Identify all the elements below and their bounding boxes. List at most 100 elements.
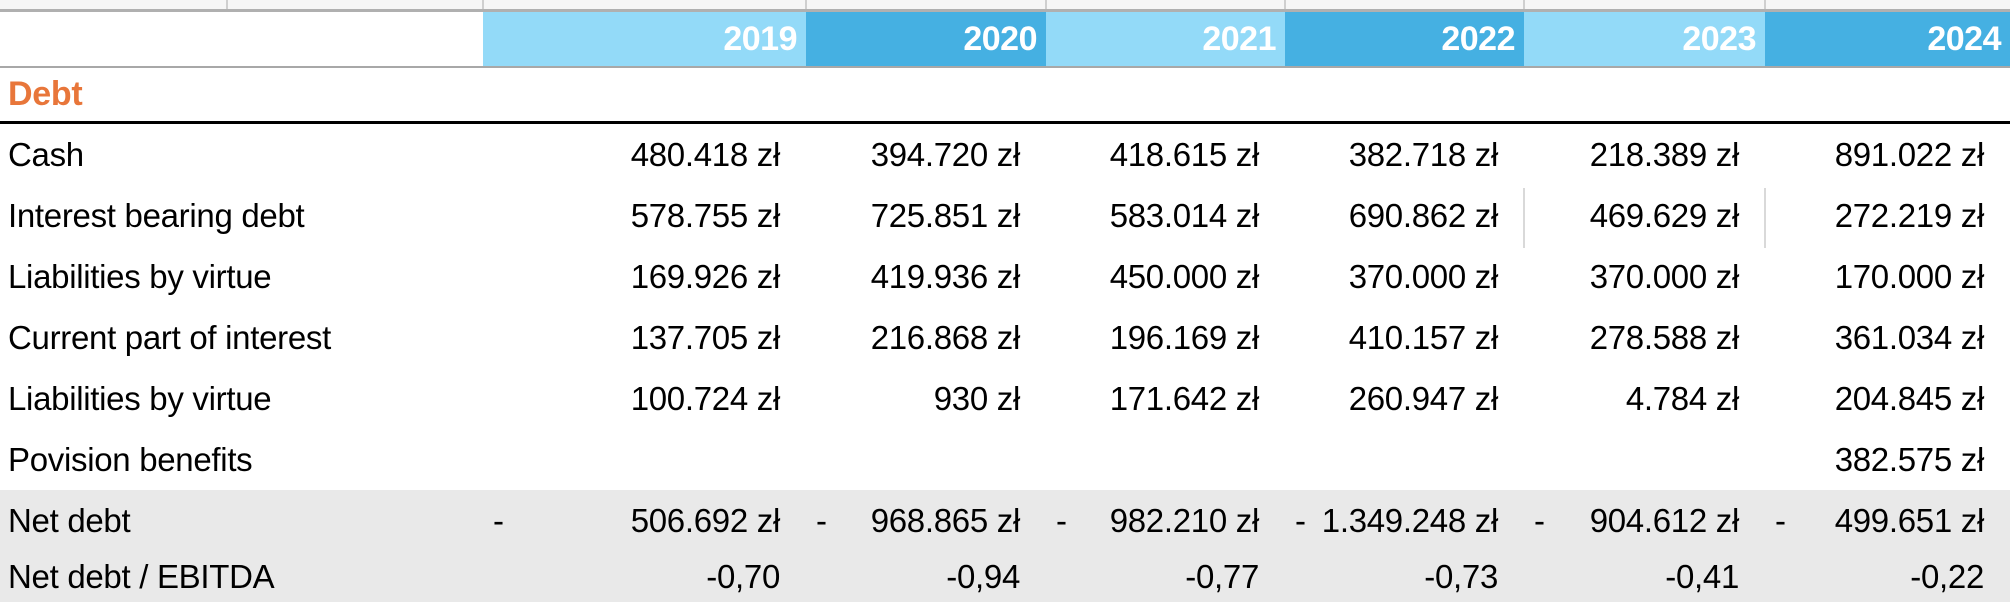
gridline-stub	[1764, 0, 1766, 9]
cell-value[interactable]: -0,73	[1424, 557, 1498, 595]
cell-value[interactable]	[1285, 429, 1524, 490]
cell-value[interactable]: 169.926 zł	[630, 257, 781, 295]
row-label[interactable]: Current part of interest	[8, 318, 331, 356]
cell-value[interactable]: 170.000 zł	[1834, 257, 1985, 295]
table-row-interest-bearing-debt: Interest bearing debt 578.755 zł 725.851…	[0, 185, 2010, 246]
gridline-stub	[1523, 188, 1525, 248]
cell-value[interactable]: - 968.865 zł	[806, 490, 1046, 551]
table-row-liabilities-by-virtue-2: Liabilities by virtue 100.724 zł 930 zł …	[0, 368, 2010, 429]
cell-value[interactable]: - 904.612 zł	[1524, 490, 1765, 551]
cell-value[interactable]: -0,41	[1665, 557, 1739, 595]
row-above-sliver	[0, 0, 2010, 12]
cell-value[interactable]: -0,94	[946, 557, 1020, 595]
cell-value[interactable]: - 506.692 zł	[483, 490, 806, 551]
empty-cell[interactable]	[1046, 68, 1285, 121]
table-row-povision-benefits: Povision benefits 382.575 zł	[0, 429, 2010, 490]
cell-value[interactable]: 419.936 zł	[870, 257, 1021, 295]
table-row-liabilities-by-virtue-1: Liabilities by virtue 169.926 zł 419.936…	[0, 246, 2010, 307]
empty-cell[interactable]	[1765, 68, 2010, 121]
header-year-2024[interactable]: 2024	[1765, 12, 2010, 66]
cell-value[interactable]: 469.629 zł	[1589, 196, 1740, 234]
minus-sign: -	[816, 501, 827, 539]
cell-value[interactable]: 382.718 zł	[1348, 135, 1499, 173]
cell-value[interactable]	[1046, 429, 1285, 490]
empty-cell[interactable]	[483, 68, 806, 121]
cell-value[interactable]: 450.000 zł	[1109, 257, 1260, 295]
row-label[interactable]: Interest bearing debt	[8, 196, 305, 234]
cell-value[interactable]: 171.642 zł	[1109, 379, 1260, 417]
cell-amount: 982.210 zł	[1109, 501, 1260, 539]
cell-value[interactable]: 218.389 zł	[1589, 135, 1740, 173]
cell-amount: 968.865 zł	[870, 501, 1021, 539]
table-row-net-debt-ebitda: Net debt / EBITDA -0,70 -0,94 -0,77 -0,7…	[0, 551, 2010, 602]
year-header-row: 2019 2020 2021 2022 2023 2024	[0, 12, 2010, 68]
cell-value[interactable]: 394.720 zł	[870, 135, 1021, 173]
header-year-2021[interactable]: 2021	[1046, 12, 1285, 66]
minus-sign: -	[493, 501, 504, 539]
section-title-row: Debt	[0, 68, 2010, 124]
cell-value[interactable]: 370.000 zł	[1589, 257, 1740, 295]
cell-value[interactable]: -0,70	[706, 557, 780, 595]
cell-value[interactable]: 100.724 zł	[630, 379, 781, 417]
header-year-2020[interactable]: 2020	[806, 12, 1046, 66]
header-year-2022[interactable]: 2022	[1285, 12, 1524, 66]
cell-value[interactable]: 4.784 zł	[1625, 379, 1739, 417]
empty-cell[interactable]	[1524, 68, 1765, 121]
cell-value[interactable]: -0,22	[1910, 557, 1984, 595]
cell-value[interactable]: 260.947 zł	[1348, 379, 1499, 417]
gridline-stub	[1764, 188, 1766, 248]
cell-value[interactable]: 410.157 zł	[1348, 318, 1499, 356]
row-label[interactable]: Net debt	[8, 501, 131, 539]
cell-value[interactable]: 891.022 zł	[1834, 135, 1985, 173]
cell-amount: 499.651 zł	[1834, 501, 1985, 539]
row-label[interactable]: Liabilities by virtue	[8, 379, 272, 417]
minus-sign: -	[1295, 501, 1306, 539]
table-row-cash: Cash 480.418 zł 394.720 zł 418.615 zł 38…	[0, 124, 2010, 185]
gridline-stub	[805, 0, 807, 9]
gridline-stub	[226, 0, 228, 9]
row-label[interactable]: Net debt / EBITDA	[8, 557, 275, 595]
cell-value[interactable]: 278.588 zł	[1589, 318, 1740, 356]
cell-value[interactable]: 418.615 zł	[1109, 135, 1260, 173]
gridline-stub	[482, 0, 484, 9]
minus-sign: -	[1775, 501, 1786, 539]
cell-value[interactable]: 204.845 zł	[1834, 379, 1985, 417]
cell-value[interactable]	[483, 429, 806, 490]
cell-value[interactable]: 725.851 zł	[870, 196, 1021, 234]
cell-value[interactable]: 137.705 zł	[630, 318, 781, 356]
cell-value[interactable]: 480.418 zł	[630, 135, 781, 173]
cell-value[interactable]	[1524, 429, 1765, 490]
cell-value[interactable]: - 1.349.248 zł	[1285, 490, 1524, 551]
cell-value[interactable]: 690.862 zł	[1348, 196, 1499, 234]
cell-value[interactable]: 272.219 zł	[1834, 196, 1985, 234]
gridline-stub	[1045, 0, 1047, 9]
header-year-2019[interactable]: 2019	[483, 12, 806, 66]
empty-cell[interactable]	[1285, 68, 1524, 121]
header-blank-cell[interactable]	[0, 12, 483, 66]
row-label[interactable]: Cash	[8, 135, 84, 173]
cell-value[interactable]: 930 zł	[933, 379, 1021, 417]
cell-value[interactable]: 578.755 zł	[630, 196, 781, 234]
cell-value[interactable]: -0,77	[1185, 557, 1259, 595]
cell-value[interactable]: 216.868 zł	[870, 318, 1021, 356]
row-label[interactable]: Liabilities by virtue	[8, 257, 272, 295]
cell-value[interactable]: - 499.651 zł	[1765, 490, 2010, 551]
row-label[interactable]: Povision benefits	[8, 440, 253, 478]
cell-value[interactable]: 361.034 zł	[1834, 318, 1985, 356]
minus-sign: -	[1056, 501, 1067, 539]
cell-amount: 904.612 zł	[1589, 501, 1740, 539]
cell-value[interactable]: - 982.210 zł	[1046, 490, 1285, 551]
debt-table: 2019 2020 2021 2022 2023 2024 Debt Cash …	[0, 12, 2010, 602]
header-year-2023[interactable]: 2023	[1524, 12, 1765, 66]
section-title[interactable]: Debt	[8, 75, 83, 113]
cell-value[interactable]	[806, 429, 1046, 490]
cell-amount: 506.692 zł	[630, 501, 781, 539]
cell-value[interactable]: 382.575 zł	[1834, 440, 1985, 478]
table-row-current-part-of-interest: Current part of interest 137.705 zł 216.…	[0, 307, 2010, 368]
empty-cell[interactable]	[806, 68, 1046, 121]
table-row-net-debt: Net debt - 506.692 zł - 968.865 zł - 982…	[0, 490, 2010, 551]
cell-value[interactable]: 370.000 zł	[1348, 257, 1499, 295]
cell-value[interactable]: 196.169 zł	[1109, 318, 1260, 356]
cell-value[interactable]: 583.014 zł	[1109, 196, 1260, 234]
